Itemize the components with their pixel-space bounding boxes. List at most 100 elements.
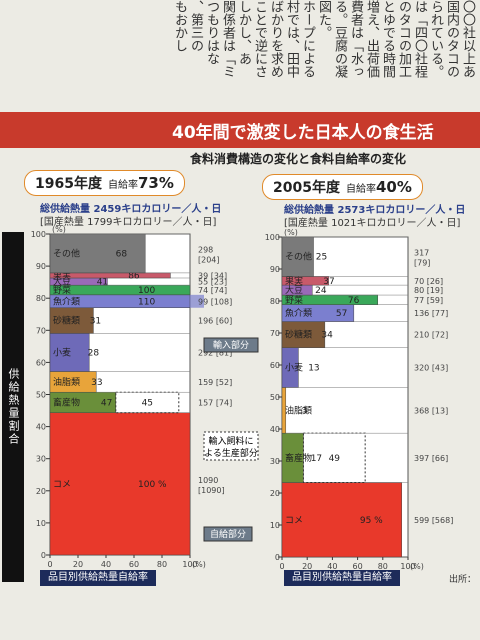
article-column: は「四〇社程 <box>412 0 427 78</box>
domestic-line-2005: [国産熱量 1021キロカロリー／人・日] <box>284 218 461 229</box>
supply-label: 368 [13] <box>414 406 448 415</box>
x-tick-label: 80 <box>157 560 167 569</box>
y-tick-label: 50 <box>36 391 46 400</box>
article-column: つもりはな <box>204 0 219 65</box>
x-tick-label: 0 <box>47 560 52 569</box>
article-column: ホープによる <box>300 0 315 78</box>
y-tick-label: 0 <box>41 551 46 560</box>
item-name-label: 砂糖類 <box>53 315 80 327</box>
y-tick-label: 80 <box>36 294 46 303</box>
item-name-label: 砂糖類 <box>285 329 312 341</box>
self-rate-label: 自給率 <box>107 180 138 191</box>
y-tick-label: 90 <box>270 265 280 274</box>
item-rate-label: 25 <box>316 253 327 263</box>
supply-label: 74 [74] <box>198 286 227 295</box>
chart-subtitle: 食料消費構造の変化と食料自給率の変化 <box>190 152 407 166</box>
item-rate-label: 24 <box>315 286 327 296</box>
x-tick-label: 40 <box>327 562 337 571</box>
item-rate-label: 76 <box>348 296 360 306</box>
article-column: 関係者は「ミ <box>220 0 235 78</box>
item-name-label: 小麦 <box>285 362 303 374</box>
y-tick-label: 10 <box>36 519 46 528</box>
supply-label: 136 [77] <box>414 309 448 318</box>
article-column: 、第三の <box>188 0 203 52</box>
item-rate-label: 100 <box>138 286 155 296</box>
bar-rice <box>49 412 191 556</box>
item-rate-label: 13 <box>308 364 319 374</box>
article-column: る。豆腐の凝 <box>332 0 347 78</box>
supply-label: 599 [568] <box>414 516 453 525</box>
item-rate-label: 34 <box>321 331 333 341</box>
self-rate-value: 40% <box>375 178 412 196</box>
supply-label: 298 <box>198 245 213 254</box>
supply-line-2005: 総供給熱量 2573キロカロリー／人・日 <box>284 205 466 216</box>
article-column: ばかりを求め <box>268 0 283 78</box>
self-rate-value: 73% <box>137 174 174 192</box>
y-tick-label: 40 <box>270 425 280 434</box>
supply-label: 55 [23] <box>198 278 227 287</box>
bar-other <box>49 233 146 274</box>
item-name-label: 魚介類 <box>53 295 80 307</box>
annotation-import: 輸入部分 <box>213 339 249 351</box>
supply-line-1965: 総供給熱量 2459キロカロリー／人・日 <box>40 204 222 215</box>
article-column: 増え、出荷価 <box>364 0 379 78</box>
domestic-label: [1090] <box>198 486 225 495</box>
item-rate-label: 17 <box>311 454 322 464</box>
y-tick-label: 10 <box>270 521 280 530</box>
y-tick-label: 100 <box>31 230 46 239</box>
feed-rate-label: 45 <box>142 398 153 408</box>
year-box-2005: 2005年度 自給率40% <box>262 174 423 200</box>
item-rate-label: 3 <box>302 406 308 416</box>
annotation-feed-line1: 輸入飼料に <box>208 435 253 447</box>
year-box-1965: 1965年度 自給率73% <box>24 170 185 196</box>
x-tick-label: 80 <box>378 562 388 571</box>
item-rate-label: 31 <box>90 317 101 327</box>
x-tick-label: 20 <box>73 560 83 569</box>
annotation-self-box <box>203 526 253 542</box>
item-rate-label: 37 <box>323 277 334 287</box>
bar-wheat <box>49 333 90 372</box>
item-rate-label: 100 % <box>138 480 167 490</box>
source-label: 出所： <box>448 575 476 585</box>
supply-label: 70 [26] <box>414 277 443 286</box>
supply-label: 157 [74] <box>198 398 232 407</box>
item-name-label: 大豆 <box>53 276 71 288</box>
x-tick-label: 60 <box>129 560 139 569</box>
article-column: 図た。 <box>316 0 331 39</box>
y-tick-label: 70 <box>270 329 280 338</box>
annotation-self: 自給部分 <box>210 528 246 540</box>
supply-label: 320 [43] <box>414 364 448 373</box>
item-name-label: 畜産物 <box>285 452 312 464</box>
supply-label: 99 [108] <box>198 297 232 306</box>
item-name-label: 油脂類 <box>285 404 312 416</box>
item-name-label: 畜産物 <box>53 396 80 408</box>
supply-label: 1090 <box>198 476 218 485</box>
y-tick-label: 20 <box>270 489 280 498</box>
feed-rate-label: 49 <box>329 454 341 464</box>
annotation-import-box <box>203 337 259 353</box>
item-rate-label: 68 <box>116 249 128 259</box>
x-axis-caption-2005: 品目別供給熱量自給率 <box>284 570 400 586</box>
supply-label: 39 [34] <box>198 271 227 280</box>
x-tick-label: 20 <box>302 562 312 571</box>
x-tick-label: 100 <box>182 560 197 569</box>
year-label: 1965年度 <box>35 176 102 192</box>
item-rate-label: 86 <box>128 271 140 281</box>
item-rate-label: 57 <box>336 309 347 319</box>
item-rate-label: 28 <box>88 348 100 358</box>
domestic-line-1965: [国産熱量 1799キロカロリー／人・日] <box>40 217 217 228</box>
item-rate-label: 47 <box>101 398 112 408</box>
bar-overflow <box>190 294 204 308</box>
y-unit-label: (%) <box>52 225 66 234</box>
item-name-label: コメ <box>53 480 71 490</box>
domestic-label: [79] <box>414 259 430 268</box>
article-column: られている。 <box>428 0 443 78</box>
y-tick-label: 100 <box>265 233 280 242</box>
bar-other <box>281 236 314 277</box>
item-rate-label: 33 <box>91 378 102 388</box>
item-name-label: 油脂類 <box>53 376 80 388</box>
y-tick-label: 90 <box>36 262 46 271</box>
item-name-label: 大豆 <box>285 284 303 296</box>
article-column: 村では、田中 <box>284 0 299 78</box>
supply-label: 317 <box>414 249 429 258</box>
